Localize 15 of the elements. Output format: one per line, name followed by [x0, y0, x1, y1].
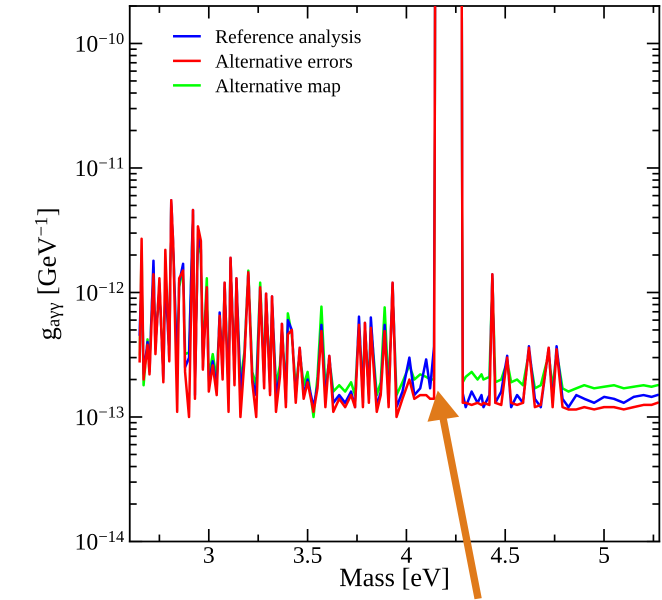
x-axis-title: Mass [eV] [340, 568, 448, 590]
y-tick-label: 10$^{−11}$ [76, 158, 124, 176]
legend-label: Alternative map [215, 78, 340, 96]
y-tick-label: 10$^{−13}$ [76, 406, 124, 426]
x-tick-label: 3 [204, 547, 214, 563]
x-tick-label: 5 [599, 547, 609, 563]
y-tick-label: 10$^{−12}$ [76, 282, 124, 301]
y-axis-title: g$_{aγγ}$ [GeV$^{−1}$] [34, 209, 64, 340]
legend-label: Alternative errors [215, 54, 352, 68]
x-tick-label: 4 [400, 547, 412, 563]
y-tick-label: 10$^{−10}$ [76, 33, 124, 52]
legend-label: Reference analysis [216, 29, 361, 48]
y-tick-label: 10$^{−14}$ [76, 531, 124, 550]
x-tick-label: 3.5 [294, 547, 322, 564]
x-tick-label: 4.5 [490, 547, 520, 564]
